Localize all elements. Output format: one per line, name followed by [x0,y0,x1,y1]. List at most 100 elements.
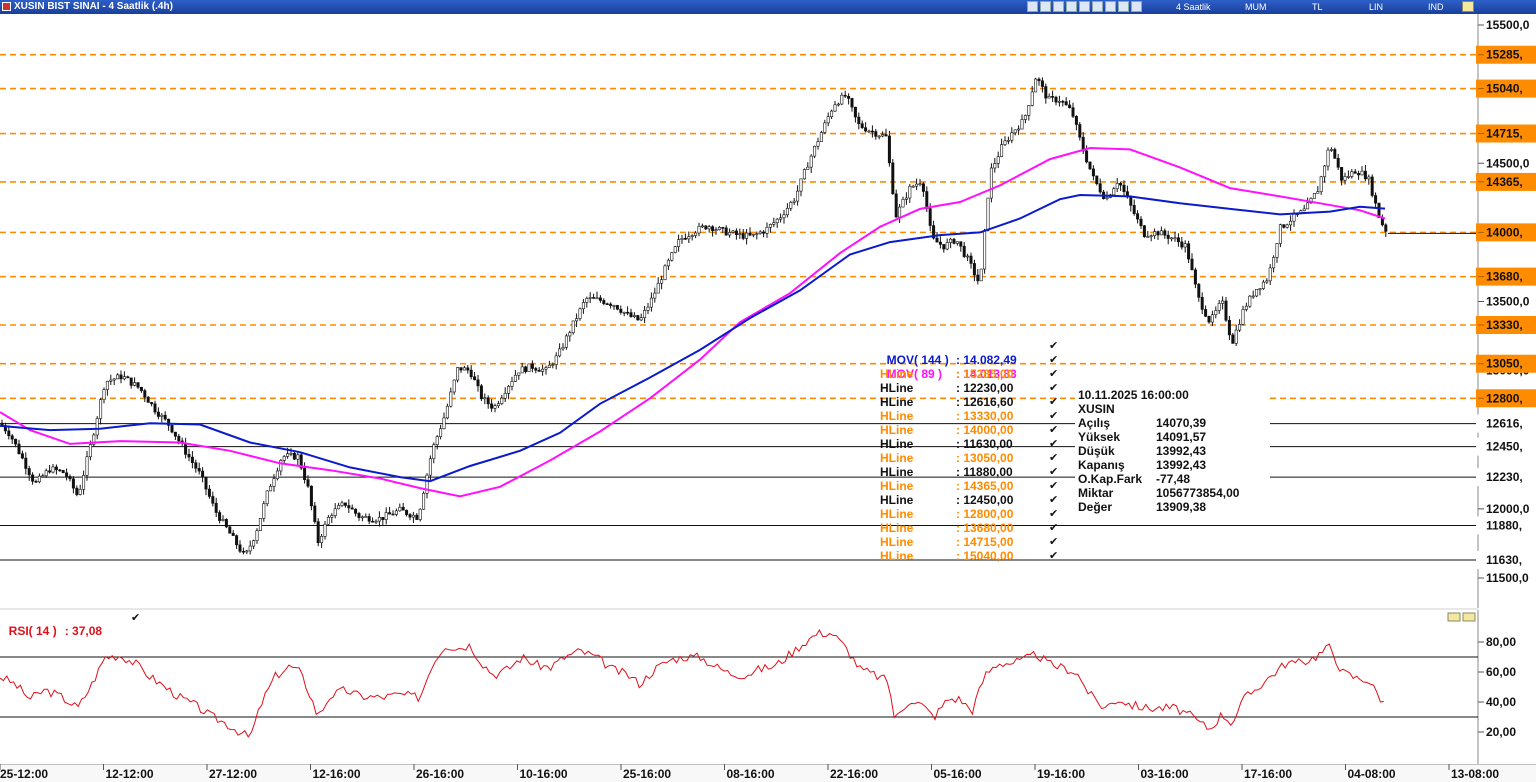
zoom-tool-icon[interactable] [1040,1,1051,12]
candle-body [71,478,75,489]
window-control-icon[interactable] [1462,1,1474,12]
candle-body [218,512,222,521]
hline-visibility-check[interactable]: ✔ [1049,438,1059,450]
candle-body [1190,258,1194,271]
candle-body [323,523,327,537]
mov89-visibility-check[interactable]: ✔ [1049,354,1059,366]
hline-visibility-check[interactable]: ✔ [1049,550,1059,562]
pane-separator[interactable] [0,608,1478,610]
candle-body [850,98,854,108]
app-icon[interactable] [2,2,11,11]
candle-body [252,540,256,547]
print-tool-icon[interactable] [1079,1,1090,12]
hline-tag-label: 12230, [1486,470,1523,484]
candle-body [935,237,939,243]
hline-visibility-check[interactable]: ✔ [1049,410,1059,422]
candle-body [724,227,728,236]
save-tool-icon[interactable] [1066,1,1077,12]
rsi-window-icon[interactable] [1447,612,1461,622]
candle-body [1180,241,1184,248]
hline-visibility-check[interactable]: ✔ [1049,396,1059,408]
candle-body [826,116,830,124]
candle-body [758,231,762,234]
candle-body [425,474,429,494]
hline-visibility-check[interactable]: ✔ [1049,480,1059,492]
candle-body [1071,107,1075,117]
time-tick-label: 13-08:00 [1451,767,1499,781]
candle-body [1146,236,1150,238]
hline-visibility-check[interactable]: ✔ [1049,382,1059,394]
hline-visibility-check[interactable]: ✔ [1049,466,1059,478]
hline-visibility-check[interactable]: ✔ [1049,508,1059,520]
candle-body [490,403,494,409]
window-titlebar: XUSIN BIST SINAI - 4 Saatlik (.4h) 4 Saa… [0,0,1536,14]
candle-body [996,156,1000,164]
rsi-close-icon[interactable] [1462,612,1476,622]
rsi-visibility-check[interactable]: ✔ [131,612,141,624]
pen-tool-icon[interactable] [1105,1,1116,12]
menu-period[interactable]: 4 Saatlik [1176,2,1211,12]
hline-tag-bg [1476,316,1536,335]
time-tick-label: 19-16:00 [1037,767,1085,781]
hline-tag-label: 14365, [1486,175,1523,189]
time-tick-label: 04-08:00 [1348,767,1396,781]
hline-visibility-check[interactable]: ✔ [1049,494,1059,506]
time-tick-label: 12-16:00 [313,767,361,781]
candle-body [911,185,915,188]
candle-body [136,382,140,388]
drawing-tool-icon[interactable] [1053,1,1064,12]
candle-body [245,550,249,553]
candle-body [231,532,235,536]
candle-body [350,507,354,510]
hline-visibility-check[interactable]: ✔ [1049,424,1059,436]
mov144-visibility-check[interactable]: ✔ [1049,340,1059,352]
candle-body [1142,225,1146,237]
ruler-tool-icon[interactable] [1092,1,1103,12]
price-plot-area [0,14,1478,608]
candle-body [847,95,851,99]
candle-body [422,493,426,510]
hline-visibility-check[interactable]: ✔ [1049,536,1059,548]
time-axis: 25-12:00 12-12:00 27-12:00 12-16:00 26-16:00… [0,764,1536,782]
candle-body [575,318,579,322]
candle-body [551,364,555,366]
cursor-tool-icon[interactable] [1027,1,1038,12]
mov89-line [0,146,1386,498]
menu-scale[interactable]: LIN [1369,2,1384,12]
candle-body [82,475,86,490]
hline-legend-value: : 12616,60 [956,395,1014,409]
mov89-legend-label: MOV( 89 ) [886,367,943,381]
candle-body [1156,231,1160,236]
hline-visibility-check[interactable]: ✔ [1049,522,1059,534]
candle-body [65,472,69,477]
candle-body [27,468,31,476]
price-chart[interactable]: 15500,014500,013500,013000,012000,011500… [0,0,1536,608]
candle-body [1193,269,1197,285]
candle-body [10,435,14,440]
candle-body [541,368,545,372]
menu-chart-type[interactable]: MUM [1245,2,1267,12]
candle-body [1013,129,1017,134]
candle-body [51,466,55,473]
hline-legend-row: HLine: 11880,00 [880,465,1013,479]
candle-body [792,200,796,203]
candle-body [1217,303,1221,311]
info-change-value: -77,48 [1156,472,1191,486]
info-high-label: Yüksek [1078,430,1121,444]
candle-body [337,505,341,510]
hline-tag-label: 15285, [1486,48,1523,62]
hline-visibility-check[interactable]: ✔ [1049,368,1059,380]
hline-visibility-check[interactable]: ✔ [1049,452,1059,464]
info-close-value: 13992,43 [1156,458,1207,472]
menu-currency[interactable]: TL [1312,2,1323,12]
hline-tag-bg [1476,516,1536,535]
candle-body [649,297,653,308]
settings-tool-icon[interactable] [1131,1,1142,12]
candle-body [394,510,398,515]
candle-body [697,225,701,234]
hline-tag-bg [1476,79,1536,98]
candle-body [690,235,694,237]
rsi-chart[interactable]: 80,00 60,00 40,00 20,00 [0,610,1536,764]
menu-indicators[interactable]: IND [1428,2,1444,12]
color-tool-icon[interactable] [1118,1,1129,12]
